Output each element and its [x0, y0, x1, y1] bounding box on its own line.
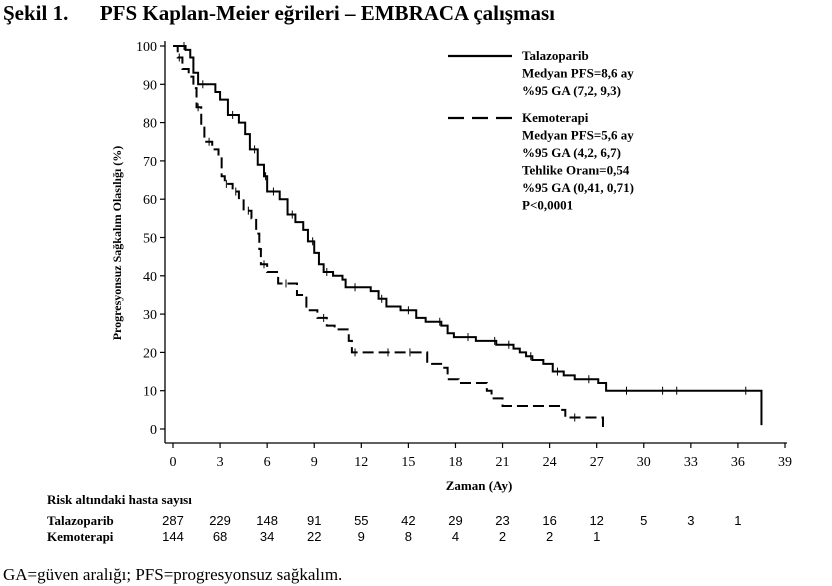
y-tick-label: 40 [143, 270, 157, 285]
y-tick-label: 60 [143, 193, 157, 208]
x-axis-label: Zaman (Ay) [446, 478, 513, 493]
x-tick-label: 3 [217, 455, 224, 470]
x-tick-label: 9 [311, 455, 318, 470]
legend-stat-line: P<0,0001 [522, 198, 573, 213]
risk-cell: 5 [640, 513, 648, 528]
risk-cell: 1 [734, 513, 742, 528]
x-tick-label: 6 [264, 455, 271, 470]
x-tick-label: 24 [543, 455, 557, 470]
y-tick-label: 80 [143, 117, 157, 132]
risk-cell: 91 [306, 513, 322, 528]
legend-series-name: Talazoparib [522, 48, 589, 63]
x-tick-label: 30 [637, 455, 651, 470]
risk-cell: 2 [498, 529, 507, 544]
curve-talazoparib [173, 45, 763, 426]
legend: Talazoparib Medyan PFS=8,6 ay %95 GA (7,2,… [448, 48, 634, 213]
legend-stat-line: %95 GA (4,2, 6,7) [522, 145, 621, 160]
risk-cell: 34 [259, 529, 275, 544]
risk-row-label: Talazoparib [47, 513, 114, 528]
x-tick-label: 36 [731, 455, 745, 470]
y-tick-label: 70 [143, 155, 157, 170]
x-tick-label: 39 [778, 455, 792, 470]
x-tick-label: 0 [170, 455, 177, 470]
x-tick-label: 27 [590, 455, 604, 470]
y-tick-label: 30 [143, 308, 157, 323]
y-tick-label: 50 [143, 232, 157, 247]
y-tick-label: 90 [143, 78, 157, 93]
risk-cell: 229 [209, 513, 231, 528]
risk-cell: 287 [162, 513, 184, 528]
x-tick-label: 18 [448, 455, 462, 470]
x-tick-label: 21 [496, 455, 510, 470]
risk-cell: 22 [306, 529, 322, 544]
y-tick-label: 10 [143, 385, 157, 400]
legend-stat-line: %95 GA (0,41, 0,71) [522, 180, 634, 195]
risk-cell: 4 [451, 529, 460, 544]
risk-row-label: Kemoterapi [47, 529, 114, 544]
footnote: GA=güven aralığı; PFS=progresyonsuz sağk… [3, 565, 343, 584]
curve-kemoterapi [173, 45, 604, 428]
figure-title: Şekil 1. PFS Kaplan-Meier eğrileri – EMB… [3, 1, 555, 25]
risk-cell: 144 [162, 529, 184, 544]
risk-cell: 9 [357, 529, 365, 544]
risk-cell: 8 [404, 529, 412, 544]
legend-stat-line: Medyan PFS=8,6 ay [522, 66, 634, 81]
y-tick-label: 0 [150, 423, 157, 438]
legend-stat-line: Medyan PFS=5,6 ay [522, 128, 634, 143]
risk-cell: 3 [687, 513, 695, 528]
risk-table-title: Risk altındaki hasta sayısı [47, 492, 192, 507]
legend-series-name: Kemoterapi [522, 110, 589, 125]
risk-cell: 2 [545, 529, 554, 544]
legend-stat-line: %95 GA (7,2, 9,3) [522, 83, 621, 98]
risk-cell: 68 [212, 529, 228, 544]
risk-cell: 23 [495, 513, 510, 528]
risk-cell: 16 [542, 513, 557, 528]
risk-cell: 55 [354, 513, 369, 528]
risk-cell: 42 [401, 513, 416, 528]
risk-cell: 1 [593, 529, 601, 544]
risk-cell: 148 [256, 513, 278, 528]
risk-cell: 12 [589, 513, 604, 528]
legend-stat-line: Tehlike Oranı=0,54 [522, 163, 630, 178]
km-curves [173, 42, 763, 428]
y-tick-label: 100 [136, 40, 157, 55]
x-tick-label: 15 [401, 455, 415, 470]
x-tick-label: 12 [354, 455, 368, 470]
x-tick-label: 33 [684, 455, 698, 470]
y-tick-label: 20 [143, 346, 157, 361]
y-axis-label: Progresyonsuz Sağkalım Olasılığı (%) [110, 146, 124, 341]
risk-cell: 29 [448, 513, 463, 528]
